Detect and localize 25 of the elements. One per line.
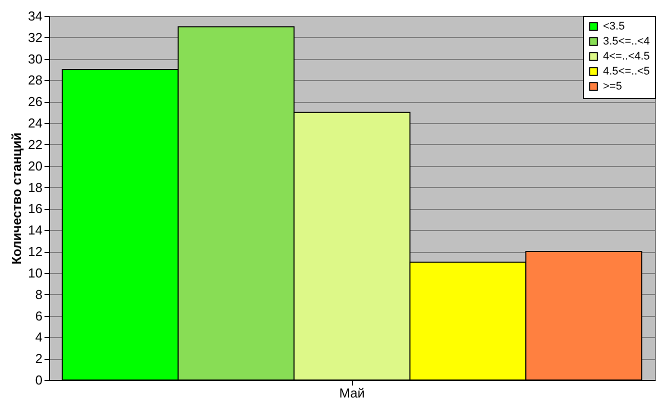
y-tick-label: 34 — [28, 8, 42, 24]
legend-label: 3.5<=..<4 — [603, 36, 650, 48]
legend-label: <3.5 — [603, 20, 625, 32]
legend-label: 4.5<=..<5 — [603, 66, 650, 78]
y-tick-label: 22 — [28, 136, 42, 152]
y-tick-label: 20 — [28, 158, 42, 174]
y-tick-label: 0 — [35, 372, 42, 388]
y-tick-label: 26 — [28, 94, 42, 110]
y-tick-label: 32 — [28, 30, 42, 45]
y-tick-label: 4 — [35, 330, 42, 345]
y-tick-label: 24 — [28, 116, 42, 131]
y-axis-title: Количество станций — [9, 132, 24, 265]
y-tick-label: 14 — [28, 222, 42, 238]
y-tick-label: 6 — [35, 308, 42, 324]
y-tick-label: 28 — [28, 72, 42, 88]
y-tick-label: 18 — [28, 180, 42, 195]
legend-label: >=5 — [603, 80, 622, 92]
y-tick-label: 12 — [28, 244, 42, 260]
y-tick-label: 10 — [28, 265, 42, 280]
y-tick-label: 2 — [35, 351, 42, 366]
y-tick-label: 16 — [28, 201, 42, 216]
legend-label: 4<=..<4.5 — [603, 50, 650, 62]
x-tick-label: Май — [339, 386, 365, 400]
y-tick-label: 30 — [28, 51, 42, 66]
y-tick-label: 8 — [35, 286, 42, 302]
